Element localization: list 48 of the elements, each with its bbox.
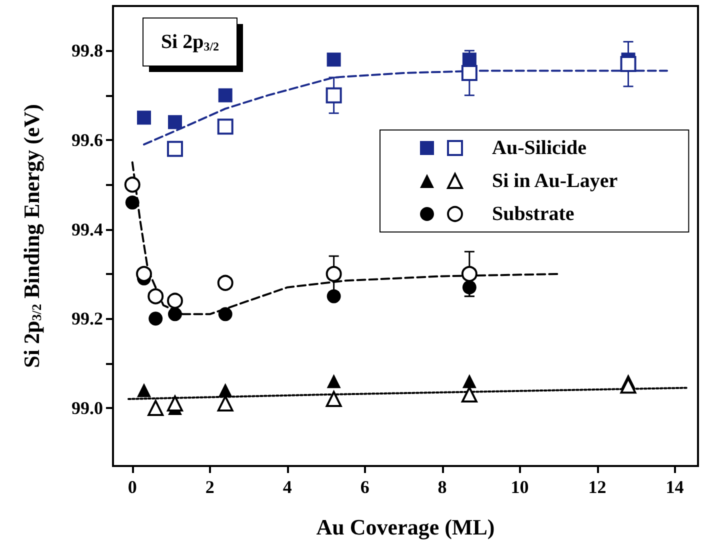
point — [168, 307, 182, 322]
point — [136, 266, 152, 282]
point — [326, 289, 341, 304]
point — [167, 292, 183, 309]
y-tick-label: 99.4 — [72, 219, 103, 240]
x-tick-label: 0 — [128, 477, 137, 497]
point — [168, 115, 182, 130]
legend-label: Si in Au-Layer — [492, 170, 618, 192]
point — [148, 312, 163, 326]
point — [326, 391, 342, 408]
x-tick-label: 8 — [438, 477, 447, 497]
x-tick-label: 6 — [360, 477, 370, 497]
y-tick-label: 99.8 — [72, 40, 103, 61]
point — [124, 176, 140, 193]
x-axis-title: Au Coverage (ML) — [316, 514, 495, 540]
point — [136, 383, 151, 398]
point — [461, 386, 478, 403]
point — [326, 87, 342, 104]
point — [218, 307, 232, 322]
legend-label: Substrate — [492, 203, 574, 225]
point — [148, 400, 164, 416]
x-tick-label: 2 — [205, 477, 214, 497]
x-tick-label: 14 — [666, 477, 684, 497]
point — [326, 266, 342, 282]
x-tick-label: 4 — [282, 477, 292, 497]
y-axis-title: Si 2p3/2 Binding Energy (eV) — [19, 104, 44, 368]
point — [217, 274, 234, 291]
point — [217, 118, 234, 135]
point — [326, 374, 341, 388]
point — [166, 140, 183, 157]
point — [148, 288, 164, 304]
point — [461, 266, 478, 282]
point — [166, 395, 183, 412]
point — [136, 110, 151, 125]
y-tick-label: 99.6 — [72, 130, 103, 150]
y-tick-label: 99.2 — [72, 308, 103, 329]
point — [218, 383, 232, 398]
x-tick-label: 10 — [510, 477, 529, 497]
point — [461, 64, 478, 81]
point — [218, 88, 232, 102]
y-tick-label: 99.0 — [72, 398, 103, 418]
x-tick-label: 12 — [588, 477, 606, 497]
point — [620, 56, 636, 72]
legend-label: Au-Silicide — [492, 137, 587, 159]
point — [125, 196, 140, 210]
point — [326, 52, 341, 67]
point — [217, 395, 234, 412]
point — [462, 374, 476, 388]
